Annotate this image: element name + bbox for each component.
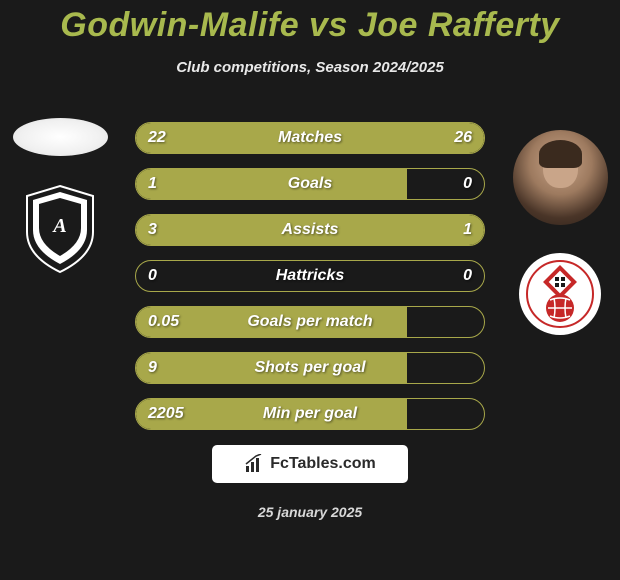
stat-label: Goals per match xyxy=(136,313,484,331)
stat-value-right: 0 xyxy=(463,267,472,285)
stat-label: Goals xyxy=(136,175,484,193)
stat-label: Assists xyxy=(136,221,484,239)
stat-label: Matches xyxy=(136,129,484,147)
stat-label: Min per goal xyxy=(136,405,484,423)
stat-row: 22Matches26 xyxy=(135,122,485,154)
left-column: A xyxy=(0,118,120,274)
subtitle: Club competitions, Season 2024/2025 xyxy=(0,59,620,76)
stat-value-right: 1 xyxy=(463,221,472,239)
chart-icon xyxy=(244,454,264,474)
player-right-avatar xyxy=(513,130,608,225)
stat-row: 2205Min per goal xyxy=(135,398,485,430)
stat-row: 1Goals0 xyxy=(135,168,485,200)
club-left-badge: A xyxy=(21,184,99,274)
stat-row: 0Hattricks0 xyxy=(135,260,485,292)
stat-value-right: 26 xyxy=(454,129,472,147)
club-right-badge xyxy=(519,253,601,335)
stat-row: 3Assists1 xyxy=(135,214,485,246)
page-title: Godwin-Malife vs Joe Rafferty xyxy=(0,0,620,45)
stat-row: 0.05Goals per match xyxy=(135,306,485,338)
stat-label: Shots per goal xyxy=(136,359,484,377)
player-left-avatar xyxy=(13,118,108,156)
right-column xyxy=(500,130,620,335)
stat-value-right: 0 xyxy=(463,175,472,193)
stat-label: Hattricks xyxy=(136,267,484,285)
footer-date: 25 january 2025 xyxy=(0,504,620,520)
stats-list: 22Matches261Goals03Assists10Hattricks00.… xyxy=(135,122,485,430)
stat-row: 9Shots per goal xyxy=(135,352,485,384)
footer-brand-badge: FcTables.com xyxy=(212,445,408,483)
svg-text:A: A xyxy=(51,215,66,237)
footer-brand-text: FcTables.com xyxy=(270,455,376,473)
